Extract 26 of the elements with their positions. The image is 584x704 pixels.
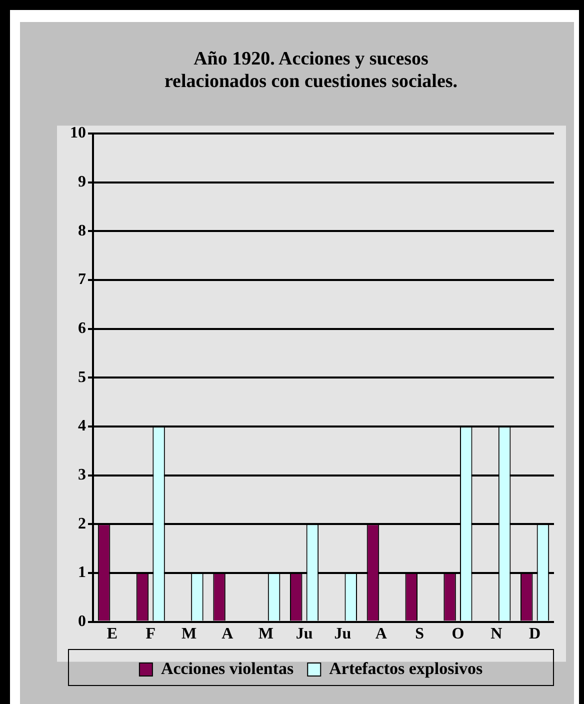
x-tick-label: Ju [334,626,352,643]
y-tick-label: 0 [78,612,86,630]
legend-label: Artefactos explosivos [329,658,483,678]
y-tick-label: 3 [78,466,86,484]
y-tick-label: 2 [78,515,86,532]
x-tick-label: M [258,626,274,643]
chart-title: Año 1920. Acciones y sucesos relacionados con cuestiones sociales. [164,48,458,92]
x-tick-label: S [415,626,424,643]
x-tick-label: M [181,626,197,643]
y-tick-label: 8 [78,222,86,240]
y-tick-label: 6 [78,320,86,338]
x-tick-label: F [146,626,156,643]
x-tick-label: D [529,626,541,643]
y-tick-label: 5 [78,368,86,386]
y-tick-label: 4 [78,418,86,435]
x-tick-label: Ju [296,626,313,643]
y-tick-label: 9 [78,174,86,191]
x-tick-label: A [375,626,388,643]
y-tick-label: 1 [78,564,86,582]
y-tick-label: 10 [70,124,86,142]
x-tick-label: N [490,626,503,643]
legend-label: Acciones violentas [160,658,294,678]
x-tick-label: O [452,626,464,643]
x-tick-label: A [222,626,234,643]
y-tick-label: 7 [78,271,86,288]
x-tick-label: E [106,626,118,643]
